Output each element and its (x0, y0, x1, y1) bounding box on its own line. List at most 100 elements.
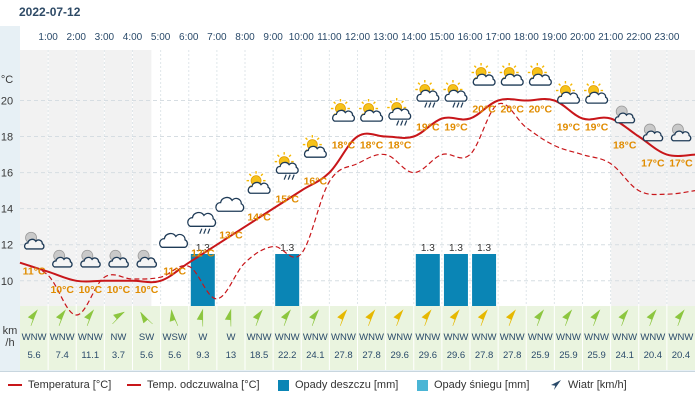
cloud-shape (557, 91, 580, 104)
moon-cloudy-icon (108, 249, 129, 268)
wind-direction-label: WNW (472, 332, 497, 343)
hour-label: 20:00 (570, 32, 595, 43)
rain-drop (452, 102, 456, 108)
wind-direction-label: WNW (275, 332, 300, 343)
wind-arrow-shape (224, 308, 232, 327)
rain-value-label: 1.3 (477, 243, 491, 254)
rain-drop (287, 174, 291, 180)
wind-arrow-icon (280, 309, 291, 326)
wind-unit-label: km (3, 325, 18, 337)
wind-arrow-shape (646, 309, 657, 326)
wind-speed-label: 29.6 (390, 350, 409, 361)
wind-arrow-shape (618, 309, 629, 326)
wind-arrow-shape (252, 309, 263, 326)
wind-speed-label: 27.8 (475, 350, 494, 361)
y-tick-label: 14 (1, 204, 13, 216)
y-tick-label: 10 (1, 276, 13, 288)
y-tick-label: 18 (1, 132, 13, 144)
sun-ray (316, 137, 320, 141)
rain-bar (275, 254, 300, 306)
temperature-label: 13°C (219, 230, 243, 242)
hour-label: 6:00 (179, 32, 199, 43)
wind-direction-label: WNW (303, 332, 328, 343)
sun-ray (569, 83, 573, 87)
wind-direction-label: WNW (22, 332, 47, 343)
night-shade-1 (610, 50, 695, 306)
cloud-shape (303, 145, 327, 158)
hour-label: 4:00 (123, 32, 143, 43)
y-tick-label: 16 (1, 168, 13, 180)
sun-ray (429, 82, 433, 86)
cloud-shape (670, 130, 692, 142)
wind-arrow-icon (309, 309, 320, 326)
wind-arrow-icon (393, 309, 404, 326)
rain-drop (291, 174, 295, 180)
wind-unit-label: /h (5, 337, 14, 349)
wind-speed-label: 20.4 (672, 350, 691, 361)
temperature-label: 18°C (613, 140, 637, 152)
sun-ray (445, 82, 449, 86)
wind-arrow-shape (421, 309, 432, 326)
legend-item-rain: Opady deszczu [mm] (278, 379, 398, 391)
temperature-label: 10°C (79, 284, 103, 296)
wind-arrow-icon (477, 309, 488, 326)
hour-label: 8:00 (235, 32, 255, 43)
rain-value-label: 1.3 (449, 243, 463, 254)
rain-drop (432, 102, 436, 108)
legend-item-wind: Wiatr [km/h] (550, 379, 627, 391)
sun-cloud-icon (471, 62, 496, 86)
wind-direction-label: WNW (247, 332, 272, 343)
cloud-shape (52, 256, 73, 268)
sun-cloud-icon (330, 99, 355, 122)
legend-item-snow: Opady śniegu [mm] (417, 379, 529, 391)
rain-drop (283, 174, 287, 180)
sun-ray (361, 101, 365, 105)
cloud-shape (642, 130, 664, 142)
wind-arrow-shape (505, 309, 516, 326)
snow-swatch (417, 379, 428, 391)
rain-drop (199, 228, 203, 234)
sun-ray (457, 82, 461, 86)
wind-speed-label: 27.8 (334, 350, 353, 361)
wind-direction-label: W (198, 332, 207, 343)
wind-speed-label: 7.4 (56, 350, 69, 361)
wind-direction-label: WNW (415, 332, 440, 343)
wind-direction-label: WNW (500, 332, 525, 343)
sun-cloud-icon (499, 62, 524, 86)
wind-arrow-icon (421, 309, 432, 326)
hour-label: 19:00 (542, 32, 567, 43)
rain-drop (203, 228, 207, 234)
sun-cloud-icon (302, 135, 327, 158)
sun-ray (417, 82, 421, 86)
feels-like-line (19, 102, 695, 316)
sun-ray (373, 101, 376, 105)
hour-label: 17:00 (486, 32, 511, 43)
temperature-label: 17°C (669, 158, 693, 170)
temperature-label: 10°C (50, 284, 74, 296)
wind-direction-label: WSW (163, 332, 187, 343)
cloud-shape (500, 73, 524, 86)
temperature-label: 19°C (444, 122, 468, 134)
wind-arrow-icon (224, 308, 232, 327)
rain-value-label: 1.3 (421, 243, 435, 254)
wind-arrow-shape (84, 309, 95, 326)
wind-speed-label: 22.2 (278, 350, 297, 361)
sun-ray (333, 101, 336, 105)
sun-ray (513, 65, 517, 69)
hour-label: 13:00 (373, 32, 398, 43)
wind-speed-label: 25.9 (559, 350, 578, 361)
legend: Temperatura [°C] Temp. odczuwalna [°C] O… (0, 372, 695, 398)
hour-label: 5:00 (151, 32, 171, 43)
wind-arrow-icon (562, 309, 573, 326)
wind-speed-label: 24.1 (615, 350, 634, 361)
sun-cloud-icon (555, 81, 580, 104)
wind-speed-label: 20.4 (644, 350, 663, 361)
wind-speed-label: 5.6 (140, 350, 153, 361)
hour-label: 11:00 (317, 32, 342, 43)
wind-arrow-shape (393, 309, 404, 326)
wind-direction-label: NW (111, 332, 127, 343)
rain-bar (443, 254, 468, 306)
wind-arrow-shape (196, 308, 204, 327)
wind-arrow-shape (55, 309, 66, 326)
rain-drop (207, 228, 211, 234)
